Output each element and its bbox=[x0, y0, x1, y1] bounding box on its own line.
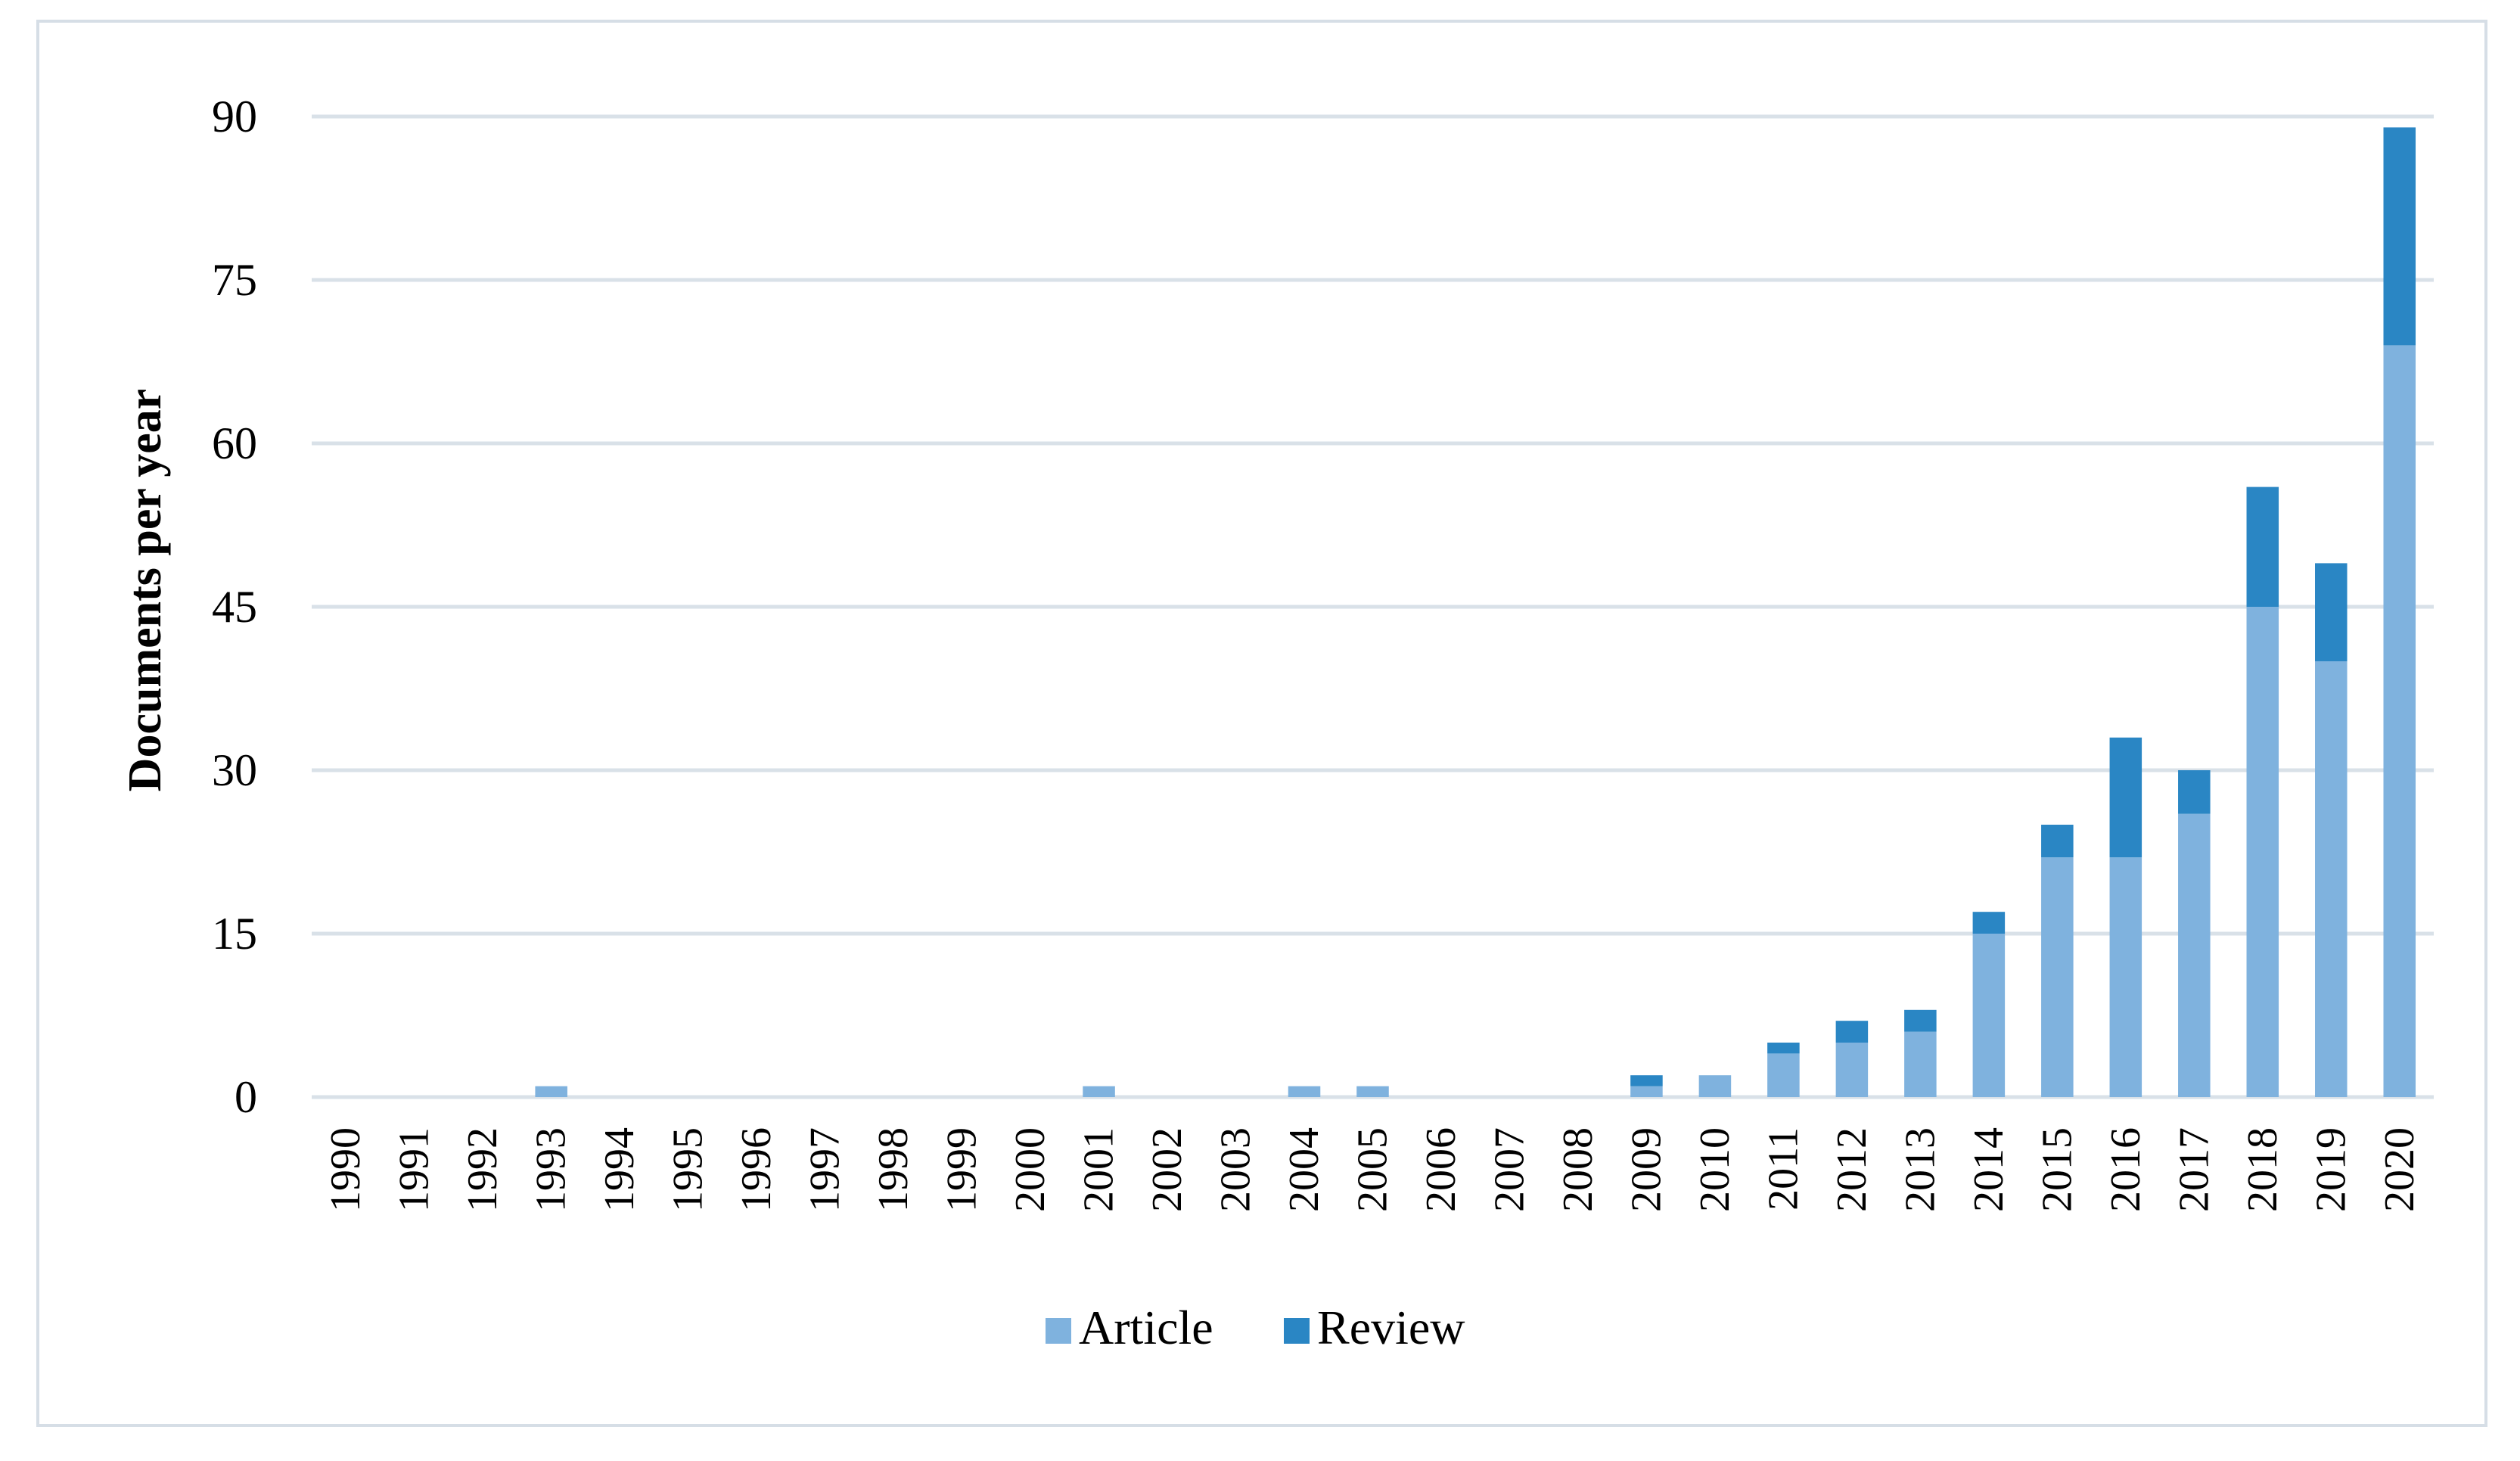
bar-review-2012 bbox=[1835, 1021, 1869, 1043]
y-tick-label: 75 bbox=[212, 255, 257, 305]
bar-review-2020 bbox=[2383, 127, 2416, 346]
legend-swatch-review bbox=[1284, 1318, 1310, 1344]
x-tick-label: 2018 bbox=[2239, 1127, 2286, 1212]
bars bbox=[535, 127, 2416, 1097]
bar-article-2018 bbox=[2246, 607, 2279, 1097]
bar-review-2018 bbox=[2246, 486, 2279, 607]
x-tick-label: 2019 bbox=[2307, 1127, 2354, 1212]
bar-review-2014 bbox=[1972, 912, 2006, 934]
x-tick-label: 2011 bbox=[1760, 1127, 1807, 1211]
y-axis-ticks: 0 15 30 45 60 75 90 bbox=[212, 92, 257, 1122]
x-axis-ticks: 1990 1991 1992 1993 1994 1995 1996 1997 1998 1999… bbox=[322, 1127, 2423, 1212]
bar-article-2009 bbox=[1630, 1086, 1663, 1097]
bar-article-2012 bbox=[1835, 1043, 1869, 1097]
x-tick-label: 2016 bbox=[2102, 1127, 2149, 1212]
bar-article-2004 bbox=[1288, 1086, 1321, 1097]
x-tick-label: 1998 bbox=[870, 1127, 917, 1212]
x-tick-label: 2012 bbox=[1829, 1127, 1875, 1212]
x-tick-label: 1996 bbox=[733, 1127, 780, 1212]
x-tick-label: 1997 bbox=[802, 1127, 849, 1212]
legend-label-review: Review bbox=[1317, 1301, 1465, 1354]
x-tick-label: 2003 bbox=[1213, 1127, 1260, 1212]
bar-article-2001 bbox=[1083, 1086, 1115, 1097]
x-tick-label: 2010 bbox=[1692, 1127, 1739, 1212]
x-tick-label: 2000 bbox=[1007, 1127, 1054, 1212]
x-tick-label: 1992 bbox=[459, 1127, 506, 1212]
y-tick-label: 15 bbox=[212, 909, 257, 959]
bar-article-2020 bbox=[2383, 345, 2416, 1097]
legend-swatch-article bbox=[1046, 1318, 1071, 1344]
x-tick-label: 2009 bbox=[1623, 1127, 1670, 1212]
x-tick-label: 2008 bbox=[1555, 1127, 1602, 1212]
bar-article-1993 bbox=[535, 1086, 567, 1097]
chart-frame: 0 15 30 45 60 75 90 1990 1991 1992 1993 1994 1995 19… bbox=[36, 20, 2487, 1427]
x-tick-label: 2017 bbox=[2170, 1127, 2217, 1212]
bar-article-2011 bbox=[1767, 1053, 1800, 1097]
bar-article-2013 bbox=[1904, 1031, 1937, 1097]
x-tick-label: 2015 bbox=[2034, 1127, 2080, 1212]
x-tick-label: 2007 bbox=[1486, 1127, 1533, 1212]
bar-article-2005 bbox=[1356, 1086, 1389, 1097]
x-tick-label: 1994 bbox=[596, 1127, 643, 1212]
x-tick-label: 2014 bbox=[1965, 1127, 2012, 1212]
bar-review-2017 bbox=[2178, 770, 2211, 814]
x-tick-label: 2006 bbox=[1418, 1127, 1465, 1212]
x-tick-label: 1991 bbox=[391, 1127, 438, 1212]
bar-review-2011 bbox=[1767, 1043, 1800, 1054]
legend: Article Review bbox=[1046, 1301, 1465, 1354]
x-tick-label: 1993 bbox=[528, 1127, 575, 1212]
x-tick-label: 2001 bbox=[1076, 1127, 1123, 1212]
bar-article-2019 bbox=[2315, 661, 2348, 1097]
bar-review-2016 bbox=[2109, 737, 2142, 858]
x-tick-label: 2004 bbox=[1281, 1127, 1328, 1212]
y-tick-label: 60 bbox=[212, 418, 257, 468]
x-tick-label: 2013 bbox=[1897, 1127, 1944, 1212]
y-axis-label: Documents per year bbox=[120, 389, 171, 792]
y-tick-label: 45 bbox=[212, 582, 257, 632]
y-tick-label: 30 bbox=[212, 745, 257, 795]
bar-review-2019 bbox=[2315, 563, 2348, 661]
y-tick-label: 90 bbox=[212, 92, 257, 141]
bar-article-2016 bbox=[2109, 857, 2142, 1097]
bar-review-2015 bbox=[2041, 825, 2074, 858]
bar-article-2015 bbox=[2041, 857, 2074, 1097]
x-tick-label: 1999 bbox=[939, 1127, 986, 1212]
bar-article-2014 bbox=[1972, 934, 2006, 1097]
legend-label-article: Article bbox=[1079, 1301, 1213, 1354]
bar-review-2013 bbox=[1904, 1009, 1937, 1032]
x-tick-label: 2020 bbox=[2376, 1127, 2423, 1212]
bar-review-2009 bbox=[1630, 1075, 1663, 1086]
gridlines bbox=[312, 114, 2434, 1099]
x-tick-label: 1995 bbox=[665, 1127, 712, 1212]
bar-article-2017 bbox=[2178, 813, 2211, 1097]
bar-article-2010 bbox=[1698, 1075, 1732, 1097]
y-tick-label: 0 bbox=[235, 1072, 257, 1122]
x-tick-label: 2002 bbox=[1144, 1127, 1191, 1212]
x-tick-label: 2005 bbox=[1350, 1127, 1397, 1212]
x-tick-label: 1990 bbox=[322, 1127, 369, 1212]
